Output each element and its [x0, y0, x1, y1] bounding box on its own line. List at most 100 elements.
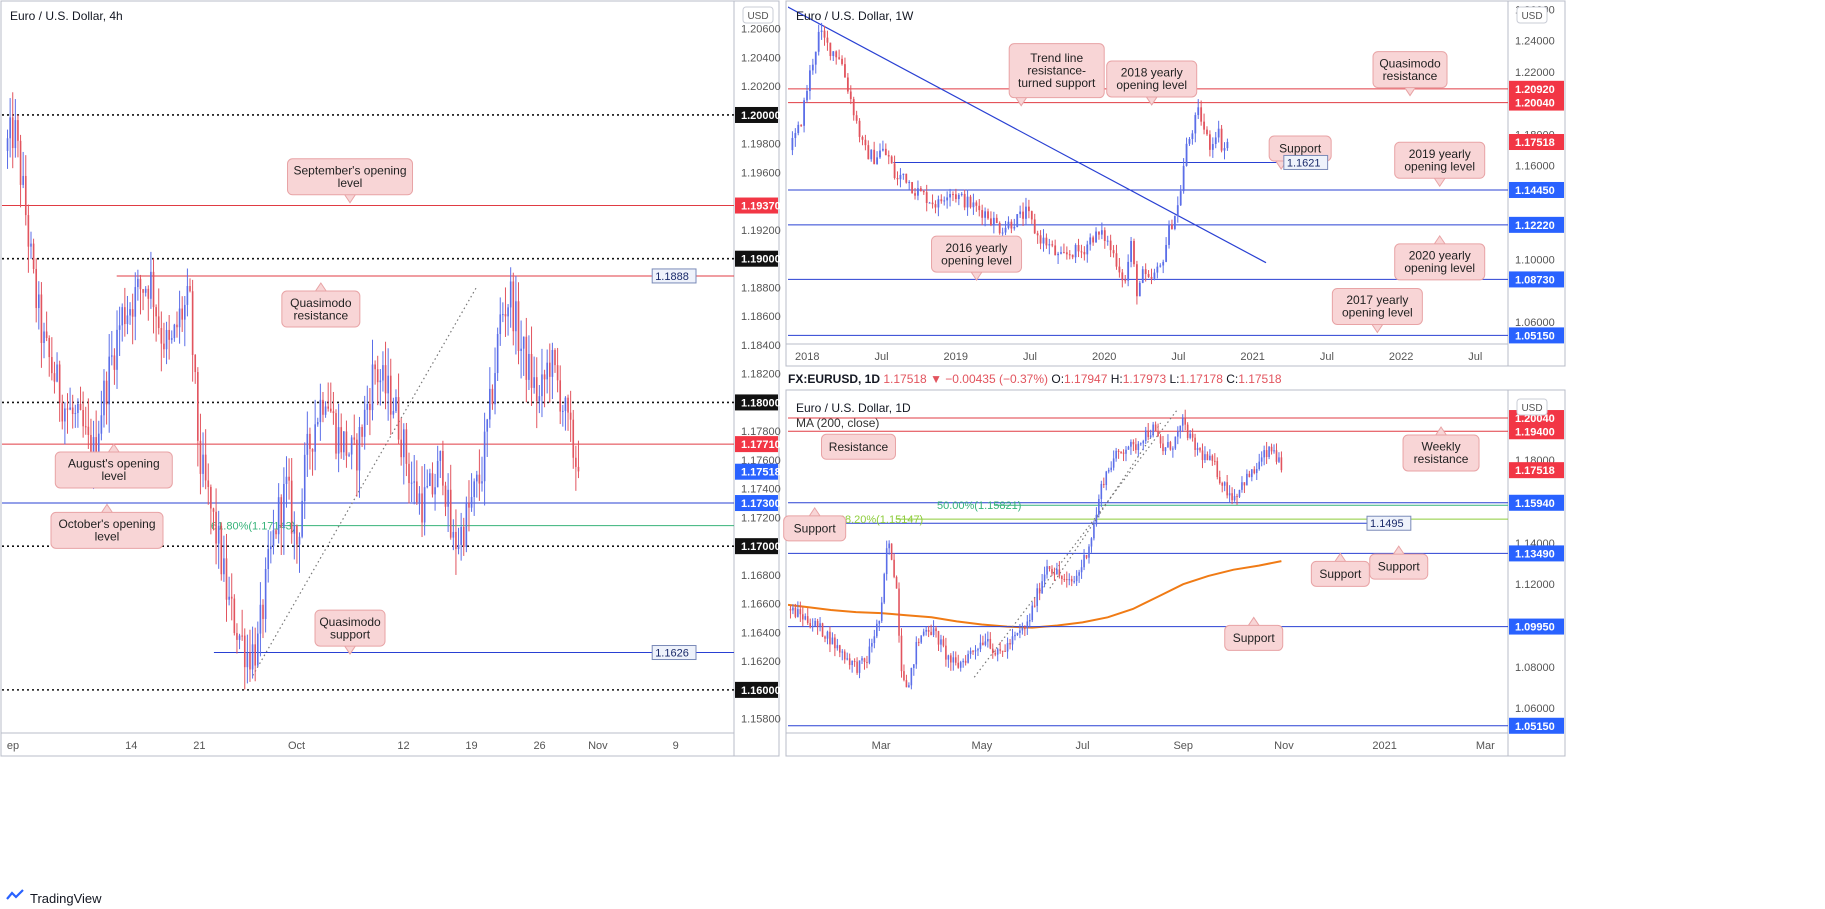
callout-box [287, 158, 414, 196]
candle [58, 364, 61, 403]
level-price-tag [1509, 618, 1564, 635]
x-tick-label: Jul [1171, 351, 1185, 363]
candle [303, 454, 306, 502]
candle [525, 336, 528, 380]
candle [819, 623, 821, 627]
candle [917, 641, 920, 643]
candle [1046, 566, 1048, 575]
symbol-info-part: O: [1051, 372, 1064, 386]
candle [1268, 446, 1270, 458]
level-price-tag [735, 681, 778, 698]
candle [134, 287, 137, 317]
level-price-label: 1.20000 [741, 110, 781, 122]
callout-box [1008, 43, 1105, 99]
candle [567, 397, 569, 413]
level-price-box [651, 268, 697, 284]
callout-pointer [1247, 616, 1261, 627]
callout-text: opening level [1342, 306, 1413, 320]
x-tick-label: Nov [588, 740, 608, 752]
candle [129, 309, 131, 316]
candle [989, 638, 992, 649]
candle [264, 568, 267, 619]
candle [1248, 473, 1251, 478]
candle [176, 324, 178, 328]
candle [964, 660, 967, 663]
candle [61, 402, 64, 422]
candle [1007, 221, 1010, 228]
callout-pointer [314, 282, 328, 293]
candle [1036, 588, 1038, 606]
candle [882, 148, 884, 151]
candle [509, 281, 512, 308]
candle [562, 410, 564, 412]
candle [1253, 469, 1256, 474]
candle [899, 174, 902, 180]
candle [858, 120, 861, 137]
candle [946, 197, 949, 201]
candle [1109, 240, 1112, 251]
callout-text: 2018 yearly [1121, 66, 1183, 80]
symbol-info-part: 1.17518 [883, 372, 930, 386]
candle [1068, 254, 1071, 256]
candle [426, 485, 429, 488]
candle [905, 680, 908, 688]
candle [969, 196, 972, 208]
candle [1251, 469, 1253, 478]
candle [316, 422, 319, 425]
x-tick-label: 9 [673, 740, 679, 752]
candle [246, 652, 249, 668]
candle [202, 454, 204, 474]
callout-pointer [1145, 95, 1159, 106]
candle [165, 329, 168, 350]
y-tick-label: 1.18200 [741, 369, 781, 381]
candle [990, 218, 992, 226]
candle [77, 404, 79, 414]
callout-box [50, 511, 164, 549]
callout-text: 2017 yearly [1346, 293, 1408, 307]
candle [960, 193, 963, 195]
y-tick-label: 1.16400 [741, 627, 781, 639]
candle [1149, 435, 1152, 438]
level-price-label: 1.1626 [655, 648, 689, 660]
tradingview-footer[interactable]: TradingView [6, 889, 102, 907]
candle [1016, 632, 1019, 635]
candle [1038, 588, 1041, 594]
candle [962, 660, 964, 663]
candle [515, 301, 517, 332]
candle [1120, 452, 1122, 454]
annotation-callout: Support [783, 506, 847, 542]
candle [110, 355, 113, 357]
x-tick-label: Jul [1076, 740, 1090, 752]
candle [1162, 443, 1164, 452]
candle [1106, 240, 1109, 242]
candle [866, 661, 868, 663]
candle [1231, 493, 1233, 501]
level-price-label: 1.17300 [741, 498, 781, 510]
candle [131, 309, 134, 317]
chart-4h: 61.80%(1.17143)September's openinglevelQ… [0, 0, 781, 757]
candle [890, 543, 893, 560]
candle [1013, 226, 1016, 229]
candle [890, 156, 893, 164]
candle [928, 202, 931, 204]
candle [1056, 569, 1058, 575]
candle [108, 356, 111, 405]
x-tick-label: Jul [874, 351, 888, 363]
candle [449, 489, 452, 538]
candle [1093, 524, 1095, 539]
candle [1127, 261, 1130, 281]
candle [121, 307, 124, 326]
candle [1030, 211, 1033, 220]
candle [1214, 137, 1217, 144]
current-price-tag [1509, 134, 1564, 151]
candle [1016, 214, 1019, 227]
candle [914, 193, 916, 196]
candle [139, 278, 142, 290]
candle [204, 454, 207, 481]
candle [262, 604, 264, 619]
candle [1209, 134, 1211, 150]
candle [343, 431, 345, 453]
level-price-label: 1.15940 [1515, 498, 1555, 510]
candle [1258, 461, 1261, 470]
